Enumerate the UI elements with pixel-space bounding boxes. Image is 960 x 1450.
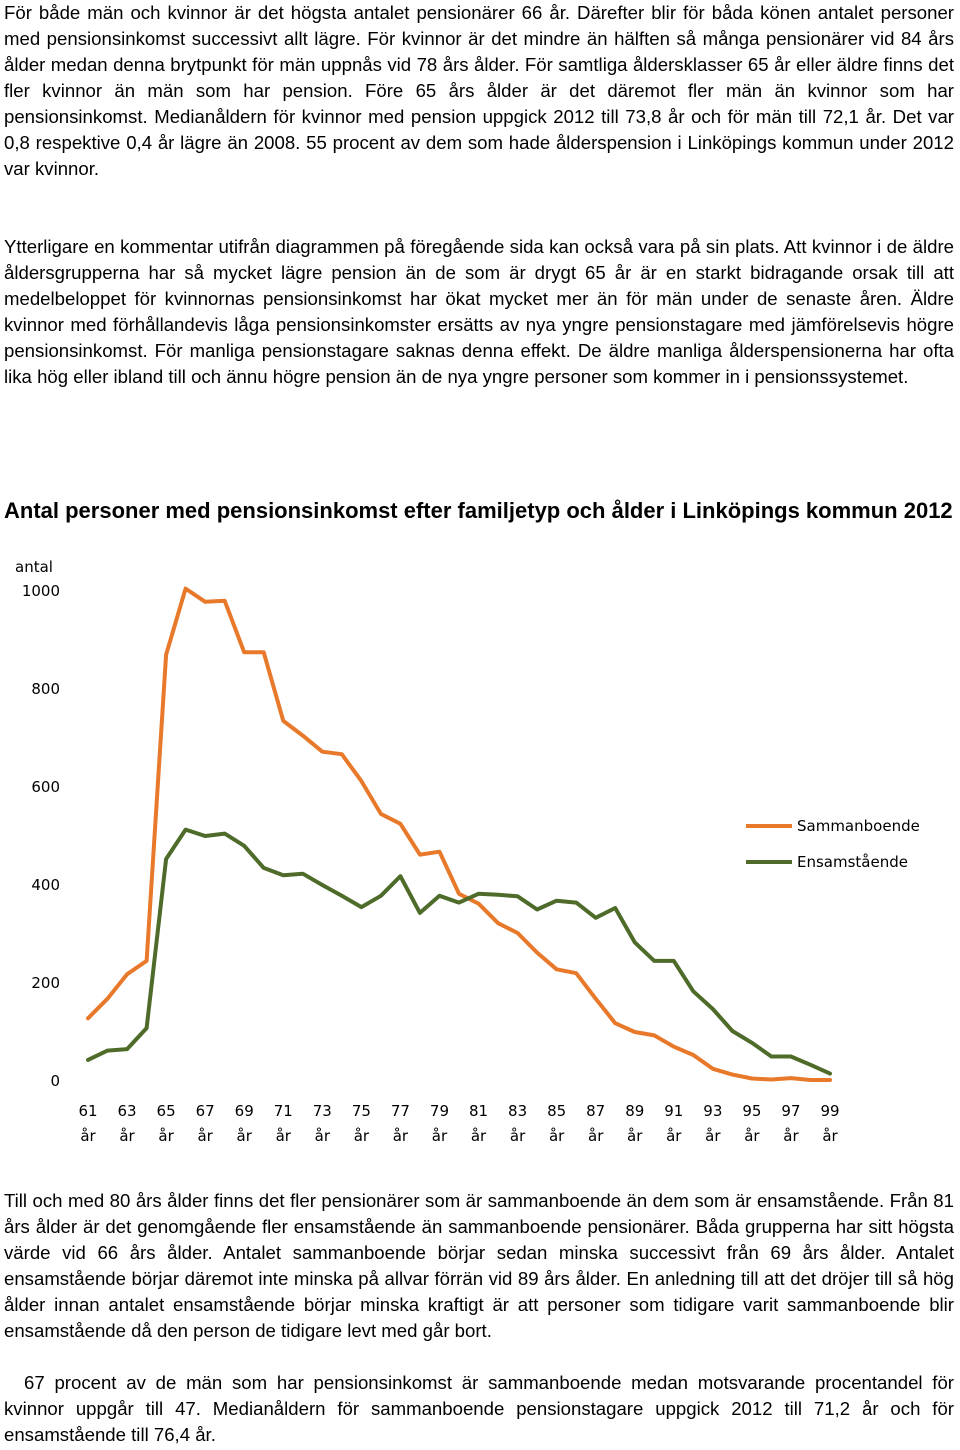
y-tick-label: 600 xyxy=(31,778,60,796)
y-tick-label: 1000 xyxy=(22,582,60,600)
legend-label: Ensamstående xyxy=(797,853,908,871)
x-tick-label: 95 xyxy=(742,1102,761,1120)
x-tick-label: 69 xyxy=(235,1102,254,1120)
x-tick-label: 85 xyxy=(547,1102,566,1120)
x-tick-label: 61 xyxy=(78,1102,97,1120)
x-tick-unit: år xyxy=(549,1127,565,1145)
x-tick-label: 67 xyxy=(196,1102,215,1120)
x-tick-unit: år xyxy=(588,1127,604,1145)
x-tick-unit: år xyxy=(119,1127,135,1145)
x-tick-unit: år xyxy=(276,1127,292,1145)
y-tick-label: 200 xyxy=(31,974,60,992)
x-tick-label: 79 xyxy=(430,1102,449,1120)
x-tick-unit: år xyxy=(158,1127,174,1145)
legend-label: Sammanboende xyxy=(797,817,920,835)
x-tick-label: 87 xyxy=(586,1102,605,1120)
y-axis-label: antal xyxy=(15,558,53,576)
y-tick-label: 0 xyxy=(50,1072,60,1090)
x-tick-unit: år xyxy=(471,1127,487,1145)
line-chart: antal 0 200 400 600 800 1000 61 år 63 år 65 år 67 år… xyxy=(15,558,920,1145)
x-tick-unit: år xyxy=(666,1127,682,1145)
x-tick-label: 99 xyxy=(820,1102,839,1120)
x-tick-label: 91 xyxy=(664,1102,683,1120)
x-tick-unit: år xyxy=(510,1127,526,1145)
x-tick-label: 63 xyxy=(118,1102,137,1120)
x-tick-label: 81 xyxy=(469,1102,488,1120)
paragraph-analysis: Till och med 80 års ålder finns det fler… xyxy=(4,1190,954,1341)
x-tick-label: 83 xyxy=(508,1102,527,1120)
x-tick-unit: år xyxy=(197,1127,213,1145)
y-axis-ticks: 0 200 400 600 800 1000 xyxy=(22,582,60,1090)
x-tick-unit: år xyxy=(80,1127,96,1145)
x-tick-label: 75 xyxy=(352,1102,371,1120)
x-tick-label: 89 xyxy=(625,1102,644,1120)
y-tick-label: 800 xyxy=(31,680,60,698)
x-tick-unit: år xyxy=(354,1127,370,1145)
paragraph-intro: För både män och kvinnor är det högsta a… xyxy=(4,2,954,179)
x-tick-unit: år xyxy=(822,1127,838,1145)
series-line-sammanboende xyxy=(86,586,832,1082)
series-lines xyxy=(86,586,832,1082)
x-axis-ticks: 61 år 63 år 65 år 67 år 69 år 71 år 73 år 75 år 77 år 79 år… xyxy=(78,1102,839,1145)
x-tick-label: 71 xyxy=(274,1102,293,1120)
paragraph-comment: Ytterligare en kommentar utifrån diagram… xyxy=(4,236,954,387)
legend: Sammanboende Ensamstående xyxy=(746,817,920,871)
x-tick-unit: år xyxy=(744,1127,760,1145)
x-tick-label: 97 xyxy=(781,1102,800,1120)
x-tick-unit: år xyxy=(237,1127,253,1145)
x-tick-label: 73 xyxy=(313,1102,332,1120)
x-tick-unit: år xyxy=(432,1127,448,1145)
x-tick-unit: år xyxy=(315,1127,331,1145)
y-tick-label: 400 xyxy=(31,876,60,894)
series-line-ensamstaende xyxy=(86,827,832,1076)
x-tick-unit: år xyxy=(393,1127,409,1145)
paragraph-median: 67 procent av de män som har pensionsink… xyxy=(4,1372,954,1445)
chart-title: Antal personer med pensionsinkomst efter… xyxy=(4,498,953,523)
x-tick-label: 93 xyxy=(703,1102,722,1120)
x-tick-unit: år xyxy=(705,1127,721,1145)
x-tick-label: 77 xyxy=(391,1102,410,1120)
x-tick-unit: år xyxy=(783,1127,799,1145)
x-tick-unit: år xyxy=(627,1127,643,1145)
x-tick-label: 65 xyxy=(157,1102,176,1120)
